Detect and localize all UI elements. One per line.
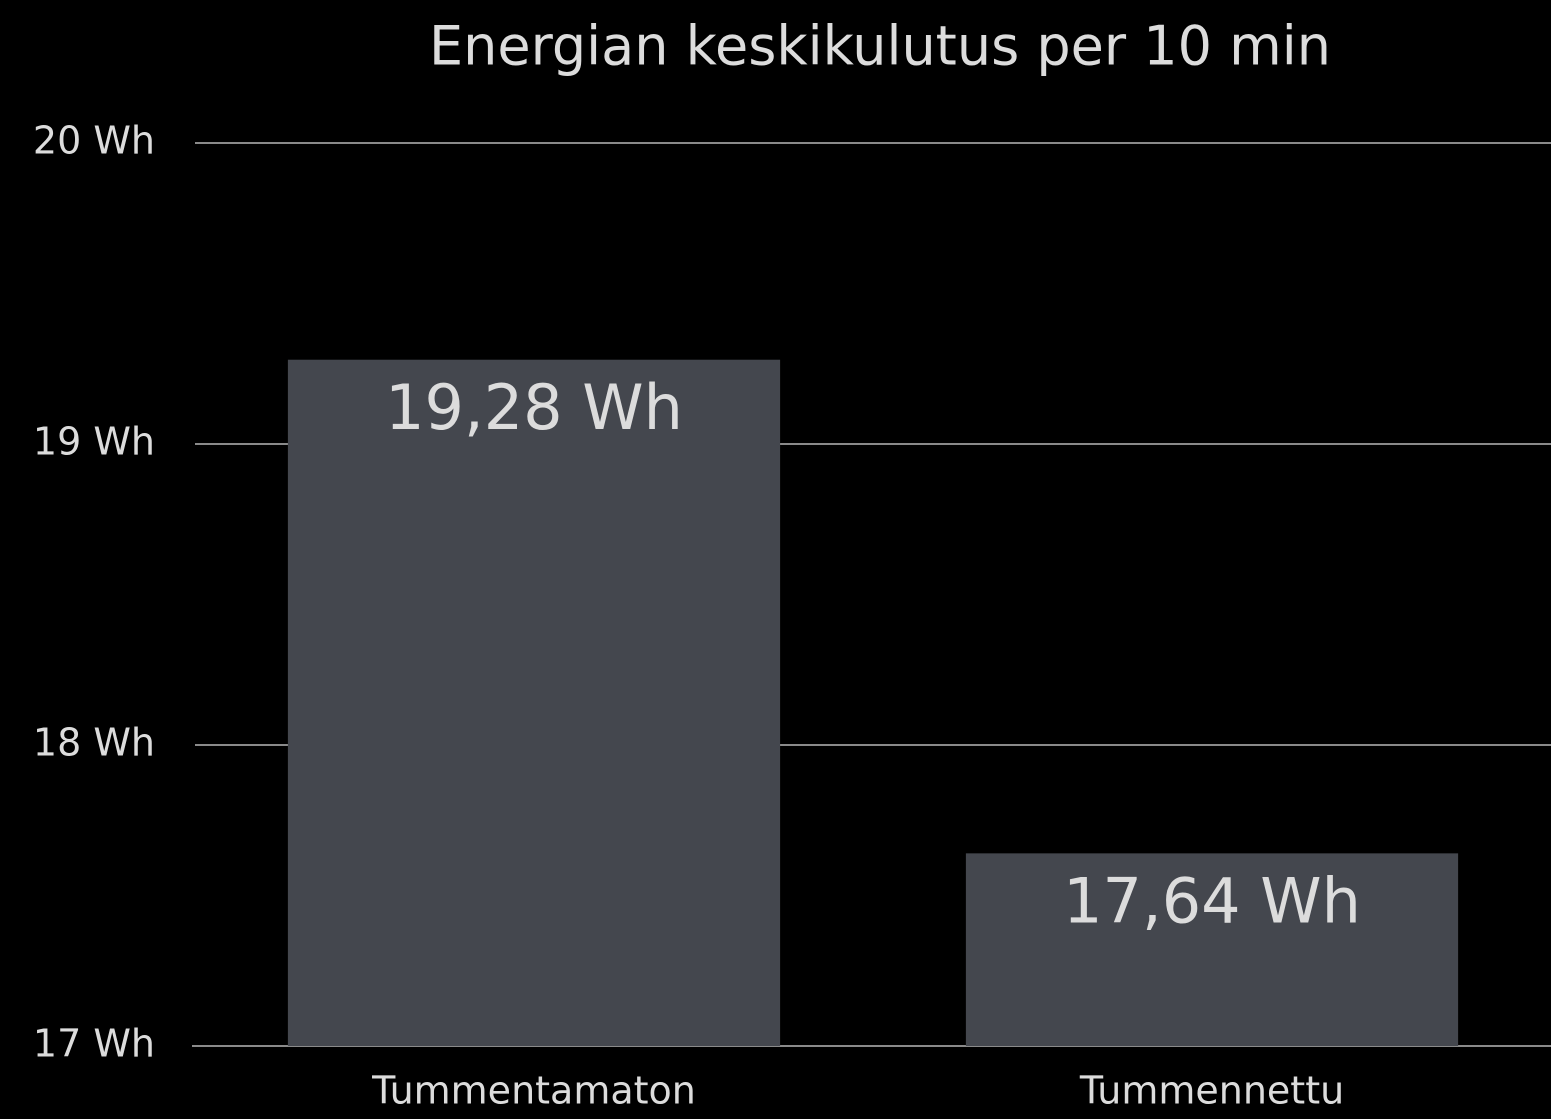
y-tick-label: 18 Wh xyxy=(33,721,155,765)
y-tick-label: 19 Wh xyxy=(33,420,155,464)
bar xyxy=(965,853,1459,1046)
chart-title: Energian keskikulutus per 10 min xyxy=(429,15,1331,78)
bar xyxy=(287,359,781,1047)
value-label: 17,64 Wh xyxy=(1063,864,1361,937)
x-tick-label: Tummennettu xyxy=(1079,1069,1344,1113)
x-tick-label: Tummentamaton xyxy=(371,1069,696,1113)
value-label: 19,28 Wh xyxy=(385,371,683,444)
y-tick-label: 17 Wh xyxy=(33,1022,155,1066)
y-tick-label: 20 Wh xyxy=(33,119,155,163)
